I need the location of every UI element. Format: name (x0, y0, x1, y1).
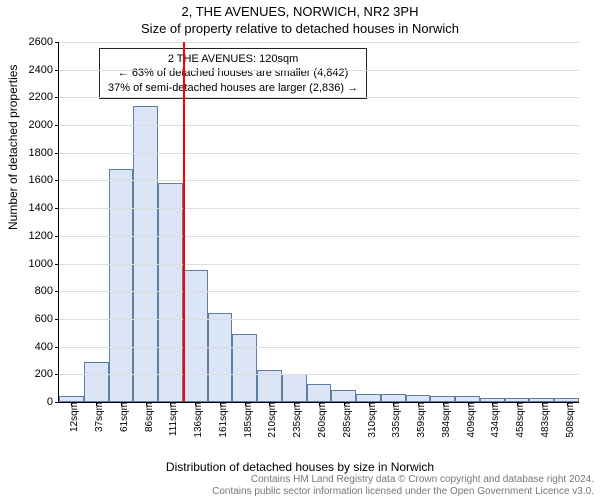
gridline (59, 70, 579, 71)
x-tick-label: 136sqm (193, 402, 204, 438)
gridline (59, 208, 579, 209)
y-tick-label: 600 (35, 313, 59, 325)
y-tick-label: 800 (35, 285, 59, 297)
x-tick-label: 161sqm (218, 402, 229, 438)
gridline (59, 374, 579, 375)
y-tick-label: 1200 (29, 230, 59, 242)
gridline (59, 180, 579, 181)
histogram-bar (208, 313, 233, 402)
y-tick-label: 1000 (29, 258, 59, 270)
gridline (59, 125, 579, 126)
annotation-box: 2 THE AVENUES: 120sqm ← 63% of detached … (99, 48, 367, 99)
y-tick-label: 1400 (29, 202, 59, 214)
histogram-bar (406, 395, 431, 402)
x-axis-label: Distribution of detached houses by size … (0, 460, 600, 474)
histogram-bar (307, 384, 332, 402)
x-tick-label: 86sqm (144, 402, 155, 432)
y-tick-label: 2600 (29, 36, 59, 48)
x-tick-label: 37sqm (94, 402, 105, 432)
y-tick-label: 0 (47, 396, 59, 408)
gridline (59, 97, 579, 98)
x-tick-label: 285sqm (342, 402, 353, 438)
annotation-line2: ← 63% of detached houses are smaller (4,… (108, 66, 358, 80)
histogram-bar (356, 394, 381, 402)
y-tick-label: 2200 (29, 91, 59, 103)
histogram-bar (232, 334, 257, 402)
x-tick-label: 409sqm (466, 402, 477, 438)
histogram-bar (282, 374, 307, 402)
y-tick-label: 2400 (29, 64, 59, 76)
x-tick-label: 359sqm (416, 402, 427, 438)
x-tick-label: 260sqm (317, 402, 328, 438)
histogram-bar (381, 394, 406, 402)
gridline (59, 264, 579, 265)
x-tick-label: 384sqm (441, 402, 452, 438)
x-tick-label: 61sqm (119, 402, 130, 432)
x-tick-label: 210sqm (267, 402, 278, 438)
y-tick-label: 1800 (29, 147, 59, 159)
gridline (59, 42, 579, 43)
x-tick-label: 434sqm (490, 402, 501, 438)
property-marker-line (183, 42, 185, 402)
x-tick-label: 111sqm (168, 402, 179, 436)
histogram-bar (331, 390, 356, 402)
y-tick-label: 400 (35, 341, 59, 353)
x-tick-label: 185sqm (243, 402, 254, 438)
x-tick-label: 310sqm (367, 402, 378, 438)
attribution-footer: Contains HM Land Registry data © Crown c… (0, 474, 600, 498)
chart-title-line1: 2, THE AVENUES, NORWICH, NR2 3PH (0, 4, 600, 19)
annotation-line1: 2 THE AVENUES: 120sqm (108, 52, 358, 66)
annotation-line3: 37% of semi-detached houses are larger (… (108, 81, 358, 95)
gridline (59, 236, 579, 237)
y-tick-label: 1600 (29, 174, 59, 186)
x-tick-label: 458sqm (515, 402, 526, 438)
y-tick-label: 200 (35, 368, 59, 380)
footer-line2: Contains public sector information licen… (0, 486, 594, 498)
gridline (59, 319, 579, 320)
histogram-bar (183, 270, 208, 402)
histogram-plot: 2 THE AVENUES: 120sqm ← 63% of detached … (58, 42, 579, 403)
y-tick-label: 2000 (29, 119, 59, 131)
gridline (59, 347, 579, 348)
x-tick-label: 235sqm (292, 402, 303, 438)
x-tick-label: 483sqm (540, 402, 551, 438)
gridline (59, 153, 579, 154)
histogram-bar (109, 169, 134, 402)
y-axis-label: Number of detached properties (6, 65, 20, 230)
x-tick-label: 335sqm (391, 402, 402, 438)
footer-line1: Contains HM Land Registry data © Crown c… (0, 474, 594, 486)
chart-title-line2: Size of property relative to detached ho… (0, 21, 600, 36)
gridline (59, 291, 579, 292)
histogram-bar (84, 362, 109, 402)
x-tick-label: 12sqm (69, 402, 80, 432)
histogram-bar (133, 106, 158, 402)
x-tick-label: 508sqm (565, 402, 576, 438)
histogram-bar (158, 183, 183, 402)
